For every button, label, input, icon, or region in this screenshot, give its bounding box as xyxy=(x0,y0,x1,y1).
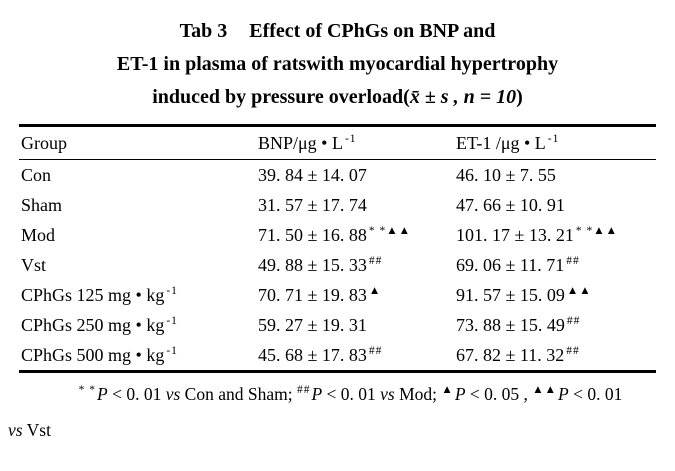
footnote-text: Vst xyxy=(22,420,51,440)
footnote-p: P xyxy=(558,384,569,404)
group-cell: CPhGs 250 mg • kg -1 xyxy=(21,315,178,335)
significance-marker: ## xyxy=(368,255,383,267)
footnote-marker: ▲▲ xyxy=(532,384,558,397)
table-row: Sham 31. 57 ± 17. 74 47. 66 ± 10. 91 xyxy=(19,190,656,220)
bnp-cell: 45. 68 ± 17. 83 ## xyxy=(258,345,383,365)
footnote-marker: * * xyxy=(78,384,96,397)
title-close-paren: ) xyxy=(516,86,523,108)
footnote-vs: vs xyxy=(165,384,181,404)
et1-cell: 67. 82 ± 11. 32 ## xyxy=(456,345,580,365)
bnp-cell: 49. 88 ± 15. 33 ## xyxy=(258,255,383,275)
table-row: Mod 71. 50 ± 16. 88 * *▲▲ 101. 17 ± 13. 2… xyxy=(19,220,656,250)
table-title: Tab 3 Effect of CPhGs on BNP and ET-1 in … xyxy=(0,0,675,114)
title-text-1: Effect of CPhGs on BNP and xyxy=(249,20,496,42)
footnote-continuation: vs Vst xyxy=(0,420,675,441)
bnp-cell: 71. 50 ± 16. 88 * *▲▲ xyxy=(258,225,412,245)
table-row: CPhGs 250 mg • kg -1 59. 27 ± 19. 31 73. … xyxy=(19,310,656,340)
bnp-cell: 31. 57 ± 17. 74 xyxy=(258,195,367,215)
table-row: CPhGs 500 mg • kg -1 45. 68 ± 17. 83 ## 67… xyxy=(19,340,656,372)
et1-cell: 73. 88 ± 15. 49 ## xyxy=(456,315,581,335)
significance-marker: ## xyxy=(368,345,383,357)
table-number: Tab 3 xyxy=(179,20,228,42)
table-row: Con 39. 84 ± 14. 07 46. 10 ± 7. 55 xyxy=(19,160,656,191)
et1-cell: 46. 10 ± 7. 55 xyxy=(456,165,556,185)
significance-marker: ## xyxy=(566,345,580,357)
footnote-vs: vs xyxy=(380,384,395,404)
footnote-p: P xyxy=(311,384,323,404)
et1-cell: 101. 17 ± 13. 21 * *▲▲ xyxy=(456,225,619,245)
significance-marker: ▲▲ xyxy=(566,285,592,297)
footnote-text: < 0. 05 , xyxy=(465,384,533,404)
header-et1: ET-1 /μg • L -1 xyxy=(454,125,656,160)
significance-marker: * *▲▲ xyxy=(575,225,619,237)
title-line-1: Tab 3 Effect of CPhGs on BNP and xyxy=(0,15,675,48)
bnp-cell: 70. 71 ± 19. 83 ▲ xyxy=(258,285,382,305)
table-footnote: * *P < 0. 01 vs Con and Sham; ##P < 0. 0… xyxy=(0,381,675,407)
footnote-text: < 0. 01 xyxy=(322,384,381,404)
footnote-vs: vs xyxy=(8,420,23,440)
et1-cell: 91. 57 ± 15. 09 ▲▲ xyxy=(456,285,592,305)
group-superscript: -1 xyxy=(166,285,178,297)
table-row: Vst 49. 88 ± 15. 33 ## 69. 06 ± 11. 71 ## xyxy=(19,250,656,280)
footnote-marker: ▲ xyxy=(441,384,454,397)
significance-marker: ▲ xyxy=(368,285,382,297)
header-bnp-superscript: -1 xyxy=(344,133,357,145)
title-text-2: ET-1 in plasma of ratswith myocardial hy… xyxy=(116,53,559,75)
data-table-container: Group BNP/μg • L -1 ET-1 /μg • L -1 Con 39… xyxy=(19,124,656,373)
footnote-text: Con and Sham; xyxy=(180,384,297,404)
group-cell: Mod xyxy=(21,225,56,245)
title-stats-notation: x̄ ± s , n = 10 xyxy=(409,86,517,108)
data-table: Group BNP/μg • L -1 ET-1 /μg • L -1 Con 39… xyxy=(19,124,656,373)
et1-cell: 69. 06 ± 11. 71 ## xyxy=(456,255,580,275)
group-superscript: -1 xyxy=(166,345,178,357)
footnote-text: < 0. 01 xyxy=(107,384,166,404)
group-superscript: -1 xyxy=(166,315,178,327)
header-group: Group xyxy=(19,125,256,160)
significance-marker: ## xyxy=(566,315,581,327)
header-bnp: BNP/μg • L -1 xyxy=(256,125,454,160)
header-et1-superscript: -1 xyxy=(547,133,560,145)
significance-marker: * *▲▲ xyxy=(368,225,412,237)
table-header-row: Group BNP/μg • L -1 ET-1 /μg • L -1 xyxy=(19,125,656,160)
significance-marker: ## xyxy=(566,255,580,267)
bnp-cell: 39. 84 ± 14. 07 xyxy=(258,165,367,185)
group-cell: Con xyxy=(21,165,52,185)
footnote-text: Mod; xyxy=(394,384,442,404)
et1-cell: 47. 66 ± 10. 91 xyxy=(456,195,565,215)
group-cell: Vst xyxy=(21,255,47,275)
group-cell: CPhGs 500 mg • kg -1 xyxy=(21,345,178,365)
title-line-3: induced by pressure overload(x̄ ± s , n … xyxy=(0,81,675,114)
group-cell: CPhGs 125 mg • kg -1 xyxy=(21,285,178,305)
footnote-p: P xyxy=(97,384,108,404)
footnote-p: P xyxy=(454,384,466,404)
group-cell: Sham xyxy=(21,195,63,215)
footnote-marker: ## xyxy=(296,384,311,397)
footnote-text: < 0. 01 xyxy=(568,384,623,404)
title-text-3: induced by pressure overload( xyxy=(152,86,410,108)
table-row: CPhGs 125 mg • kg -1 70. 71 ± 19. 83 ▲ 91.… xyxy=(19,280,656,310)
bnp-cell: 59. 27 ± 19. 31 xyxy=(258,315,367,335)
title-line-2: ET-1 in plasma of ratswith myocardial hy… xyxy=(0,48,675,81)
